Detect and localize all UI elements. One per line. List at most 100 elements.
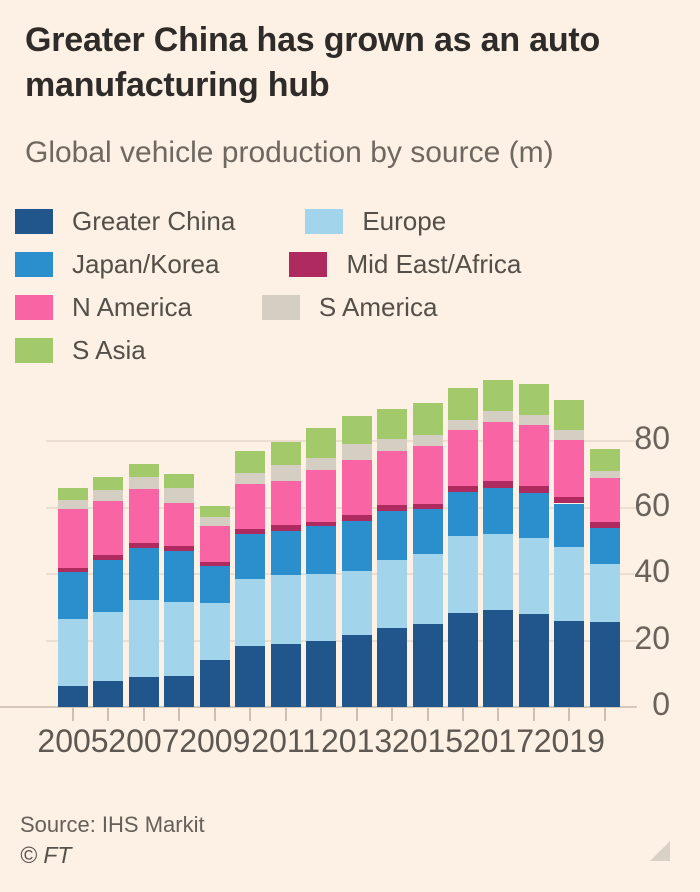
bar-segment-n-america-2009 (199, 525, 230, 562)
bar-segment-s-america-2016 (447, 419, 478, 430)
legend-swatch (15, 252, 53, 277)
x-axis-tick-label: 2009 (179, 723, 251, 759)
bar-segment-s-asia-2010 (235, 450, 266, 473)
legend-swatch (289, 252, 328, 277)
legend-swatch (15, 295, 53, 320)
bar-segment-s-asia-2012 (306, 428, 337, 459)
bar-segment-europe-2013 (341, 571, 372, 635)
legend-item: Japan/Korea (15, 249, 219, 280)
bar-segment-europe-2010 (235, 579, 266, 646)
bar-segment-n-america-2013 (341, 460, 372, 516)
bar-segment-greater-china-2010 (235, 645, 266, 707)
legend-item: S Asia (15, 335, 146, 366)
x-axis-tick (284, 708, 287, 721)
bar-segment-s-asia-2011 (270, 442, 301, 466)
bar-segment-japan-korea-2006 (93, 560, 124, 613)
y-axis-tick-label: 80 (634, 420, 670, 457)
copyright-note: © FT (20, 842, 72, 868)
bar-segment-mid-east-africa-2012 (306, 521, 337, 527)
bar-segment-mid-east-africa-2020 (589, 522, 620, 529)
legend-swatch (305, 209, 344, 234)
bar-segment-n-america-2010 (235, 484, 266, 529)
x-axis-tick (72, 708, 74, 721)
bar-segment-greater-china-2020 (589, 622, 620, 707)
bar-segment-europe-2014 (377, 559, 408, 628)
bar-segment-europe-2017 (483, 534, 514, 610)
x-axis-tick-label: 2011 (251, 723, 321, 759)
y-gridline (46, 440, 637, 443)
bar-segment-s-america-2020 (589, 470, 620, 478)
bar-segment-s-america-2018 (518, 414, 549, 426)
x-axis-tick (461, 708, 464, 721)
y-axis-tick-label: 40 (634, 553, 670, 590)
bar-segment-s-asia-2020 (589, 448, 620, 471)
x-axis-tick (426, 708, 429, 721)
bar-segment-s-america-2006 (93, 490, 124, 501)
bar-segment-japan-korea-2016 (447, 491, 478, 537)
bar-segment-europe-2007 (128, 600, 159, 678)
x-axis-tick (213, 708, 216, 721)
bar-segment-europe-2006 (93, 612, 124, 681)
bar-segment-s-asia-2008 (164, 473, 195, 488)
x-axis-line (0, 706, 637, 708)
bar-segment-mid-east-africa-2005 (58, 567, 88, 572)
bar-segment-s-america-2019 (554, 429, 585, 441)
bar-segment-greater-china-2016 (447, 613, 478, 707)
bar-segment-japan-korea-2005 (58, 571, 88, 619)
bar-segment-n-america-2011 (270, 480, 301, 526)
bar-segment-mid-east-africa-2009 (199, 561, 230, 567)
legend-item: Europe (305, 206, 446, 237)
y-gridline (46, 573, 637, 576)
bar-segment-japan-korea-2009 (199, 566, 230, 603)
bar-segment-n-america-2017 (483, 422, 514, 482)
bar-segment-mid-east-africa-2015 (412, 503, 443, 510)
bar-segment-europe-2009 (199, 602, 230, 660)
bar-segment-japan-korea-2011 (270, 531, 301, 576)
legend-row: N America S America (15, 286, 675, 329)
y-gridline (46, 506, 637, 509)
bar-segment-s-america-2015 (412, 434, 443, 446)
source-note: Source: IHS Markit (20, 812, 205, 837)
bar-segment-japan-korea-2012 (306, 526, 337, 575)
bar-segment-europe-2018 (518, 537, 549, 615)
bar-segment-greater-china-2006 (93, 680, 124, 707)
bar-segment-s-asia-2016 (447, 388, 478, 420)
bar-segment-n-america-2019 (554, 440, 585, 497)
x-axis-tick-label: 2013 (321, 723, 393, 759)
bar-segment-japan-korea-2018 (518, 493, 549, 538)
legend-item: S America (261, 292, 437, 323)
bar-segment-s-america-2007 (128, 477, 159, 490)
bar-segment-europe-2019 (554, 546, 585, 621)
bar-segment-mid-east-africa-2011 (270, 525, 301, 532)
bar-segment-s-america-2011 (270, 465, 301, 481)
bar-segment-s-america-2012 (306, 458, 337, 470)
bar-segment-greater-china-2013 (341, 634, 372, 707)
x-axis-tick-label: 2015 (391, 723, 464, 759)
bar-segment-s-america-2014 (377, 439, 408, 452)
bar-segment-europe-2005 (58, 618, 88, 687)
bar-segment-s-asia-2014 (377, 408, 408, 440)
bar-segment-s-america-2005 (58, 500, 88, 510)
x-axis-tick-label: 2019 (533, 723, 605, 759)
bar-segment-n-america-2008 (164, 502, 195, 547)
bar-segment-greater-china-2011 (270, 643, 301, 707)
x-axis-tick (355, 708, 358, 721)
bar-segment-s-america-2010 (235, 472, 266, 485)
bar-segment-s-america-2017 (483, 410, 514, 423)
legend-row: S Asia (15, 329, 675, 372)
legend-label: Mid East/Africa (346, 249, 522, 279)
bar-segment-s-asia-2006 (93, 477, 124, 491)
bar-segment-europe-2012 (306, 574, 337, 642)
bar-segment-mid-east-africa-2010 (235, 528, 266, 535)
stacked-bar-chart: 0 20 40 60 80 2005 2007 2009 2011 2013 2015 2017 201… (0, 375, 700, 760)
chart-subtitle: Global vehicle production by source (m) (25, 136, 554, 169)
x-axis-tick (532, 708, 535, 721)
plot-area: 0 20 40 60 80 2005 2007 2009 2011 2013 2015 2017 201… (0, 375, 700, 759)
y-axis-tick-label: 60 (634, 486, 670, 523)
bar-segment-europe-2016 (447, 536, 478, 614)
bar-segment-mid-east-africa-2018 (518, 485, 549, 494)
corner-triangle-icon (650, 841, 670, 861)
bar-segment-japan-korea-2019 (554, 503, 585, 547)
bar-segment-s-america-2013 (341, 444, 372, 460)
bar-segment-mid-east-africa-2006 (93, 555, 124, 561)
